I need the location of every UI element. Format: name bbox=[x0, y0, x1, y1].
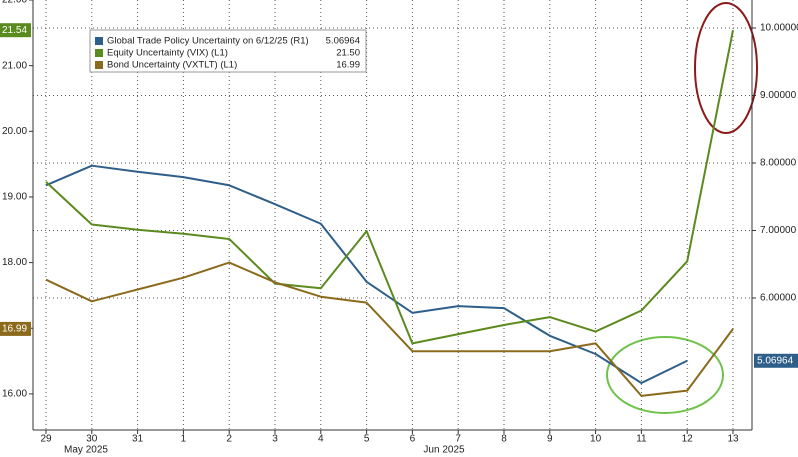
x-tick-label: 6 bbox=[410, 434, 416, 445]
x-tick-label: 12 bbox=[682, 434, 694, 445]
series-line bbox=[45, 30, 734, 345]
last-value-box bbox=[0, 321, 31, 336]
legend-value: 16.99 bbox=[336, 60, 360, 71]
last-value-box bbox=[754, 353, 798, 368]
x-tick-label: 3 bbox=[272, 434, 278, 445]
x-tick-label: 31 bbox=[132, 434, 144, 445]
legend-label: Equity Uncertainty (VIX) (L1) bbox=[107, 48, 228, 59]
x-tick-label: 10 bbox=[590, 434, 602, 445]
series-line bbox=[45, 164, 688, 385]
x-tick-label: 11 bbox=[636, 434, 647, 445]
x-tick-label: 2 bbox=[226, 434, 232, 445]
x-tick-label: 29 bbox=[40, 434, 52, 445]
last-value-label: 21.54 bbox=[2, 25, 27, 36]
y-tick-label: 21.00 bbox=[2, 60, 27, 71]
legend-swatch bbox=[95, 49, 103, 57]
series-line bbox=[45, 261, 734, 397]
y-tick-label: 19.00 bbox=[2, 192, 27, 203]
x-tick-label: 8 bbox=[501, 434, 507, 445]
x-tick-label: 9 bbox=[547, 434, 553, 445]
last-value-label: 16.99 bbox=[2, 324, 27, 335]
y-tick-label: 22.00 bbox=[2, 0, 27, 6]
red-annotation bbox=[694, 2, 758, 134]
x-tick-label: 30 bbox=[86, 434, 98, 445]
legend-value: 5.06964 bbox=[326, 36, 360, 47]
x-tick-label: 5 bbox=[364, 434, 370, 445]
last-value-label: 5.06964 bbox=[757, 355, 794, 366]
legend-label: Global Trade Policy Uncertainty on 6/12/… bbox=[107, 36, 309, 47]
legend-swatch bbox=[95, 61, 103, 69]
y2-tick-label: 6.00000 bbox=[760, 293, 797, 304]
legend-value: 21.50 bbox=[336, 48, 360, 59]
x-tick-label: 1 bbox=[181, 434, 187, 445]
legend: Global Trade Policy Uncertainty on 6/12/… bbox=[89, 29, 367, 73]
legend-label: Bond Uncertainty (VXTLT) (L1) bbox=[107, 60, 237, 71]
x-tick-label: 7 bbox=[455, 434, 461, 445]
y-tick-label: 20.00 bbox=[2, 126, 27, 137]
x-tick-label: 13 bbox=[727, 434, 739, 445]
y2-tick-label: 8.00000 bbox=[760, 158, 797, 169]
x-tick-label: 4 bbox=[318, 434, 324, 445]
legend-box bbox=[89, 29, 367, 73]
month-label: May 2025 bbox=[64, 445, 108, 456]
month-label: Jun 2025 bbox=[423, 445, 465, 456]
y2-tick-label: 9.00000 bbox=[760, 90, 797, 101]
green-annotation bbox=[606, 336, 724, 414]
y-tick-label: 16.00 bbox=[2, 389, 27, 400]
y2-tick-label: 10.00000 bbox=[760, 23, 798, 34]
y2-tick-label: 7.00000 bbox=[760, 225, 797, 236]
y-tick-label: 18.00 bbox=[2, 257, 27, 268]
legend-swatch bbox=[95, 37, 103, 45]
last-value-box bbox=[0, 23, 31, 38]
